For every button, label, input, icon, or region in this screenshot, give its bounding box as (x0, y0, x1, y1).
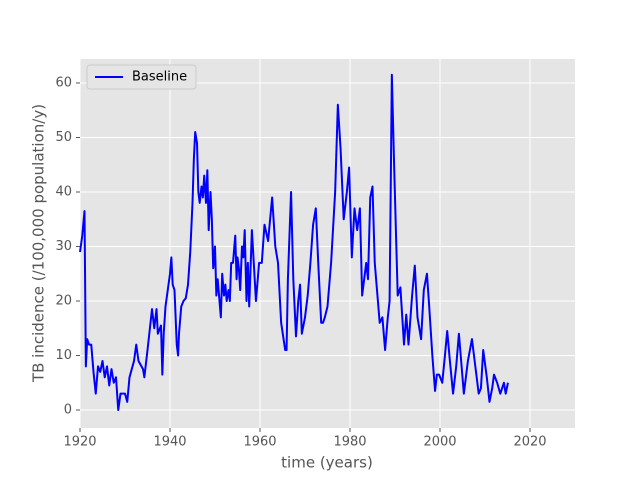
x-tick-label: 1920 (63, 435, 96, 450)
plot-area (80, 59, 575, 428)
x-tick-label: 1960 (243, 435, 276, 450)
x-axis-title: time (years) (281, 454, 373, 472)
x-tick-label: 2000 (423, 435, 456, 450)
y-tick-label: 10 (55, 348, 72, 363)
x-tick-label: 1980 (333, 435, 366, 450)
y-tick-label: 20 (55, 294, 72, 309)
y-tick-label: 30 (55, 239, 72, 254)
legend-label: Baseline (132, 70, 187, 85)
y-tick-label: 0 (64, 403, 72, 418)
y-tick-label: 40 (55, 184, 72, 199)
legend-box (86, 64, 197, 90)
y-axis-title: TB incidence (/100,000 population/y) (30, 104, 48, 383)
x-tick-label: 2020 (513, 435, 546, 450)
y-tick-label: 60 (55, 75, 72, 90)
y-tick-label: 50 (55, 130, 72, 145)
data-line (79, 73, 509, 412)
x-tick-label: 1940 (153, 435, 186, 450)
